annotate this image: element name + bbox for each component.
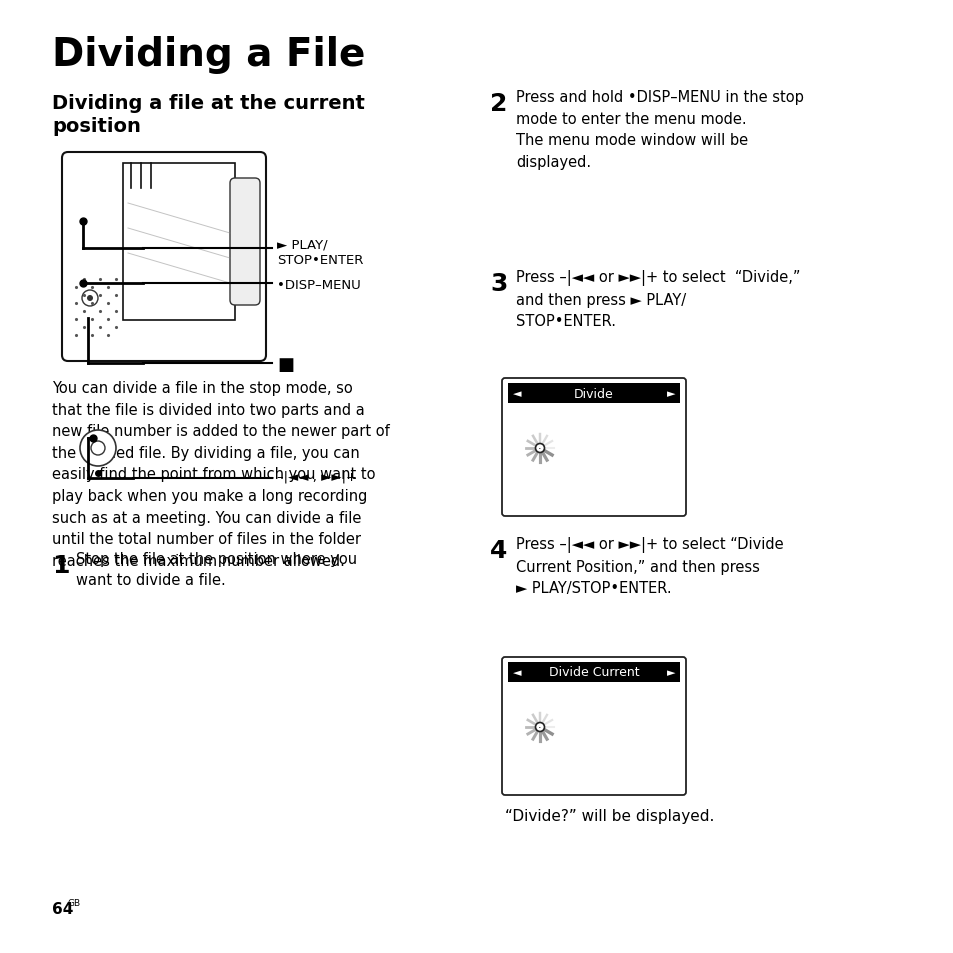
Text: GB: GB [68, 898, 81, 907]
Text: –|◄◄ , ►►|+: –|◄◄ , ►►|+ [276, 471, 356, 483]
Text: Stop the file at the position where you
want to divide a file.: Stop the file at the position where you … [76, 552, 356, 587]
Text: ◄: ◄ [513, 667, 521, 678]
Circle shape [82, 291, 98, 307]
Text: ·: · [537, 443, 541, 454]
Text: 1: 1 [52, 554, 70, 578]
Text: Press –|◄◄ or ►►|+ to select “Divide
Current Position,” and then press
► PLAY/ST: Press –|◄◄ or ►►|+ to select “Divide Cur… [516, 537, 782, 596]
Text: ·: · [537, 722, 541, 732]
Text: Dividing a file at the current
position: Dividing a file at the current position [52, 94, 364, 136]
Text: 3: 3 [490, 272, 507, 295]
Text: 2: 2 [490, 91, 507, 116]
Text: Divide: Divide [574, 387, 613, 400]
Text: 4: 4 [490, 538, 507, 562]
FancyBboxPatch shape [501, 378, 685, 517]
Text: ► PLAY/
STOP•ENTER: ► PLAY/ STOP•ENTER [276, 239, 363, 267]
Text: Dividing a File: Dividing a File [52, 36, 365, 74]
FancyBboxPatch shape [62, 152, 266, 361]
Bar [507, 662, 679, 682]
Text: Press and hold •DISP–MENU in the stop
mode to enter the menu mode.
The menu mode: Press and hold •DISP–MENU in the stop mo… [516, 90, 803, 170]
Text: ►: ► [666, 389, 675, 398]
Text: You can divide a file in the stop mode, so
that the file is divided into two par: You can divide a file in the stop mode, … [52, 380, 390, 568]
Circle shape [535, 444, 544, 453]
Circle shape [91, 441, 105, 456]
Text: ■: ■ [276, 355, 294, 374]
Text: Divide Current: Divide Current [548, 666, 639, 679]
Bar [123, 164, 234, 320]
Text: “Divide?” will be displayed.: “Divide?” will be displayed. [504, 808, 714, 823]
Circle shape [535, 722, 544, 732]
Circle shape [87, 295, 92, 302]
Circle shape [80, 431, 116, 467]
FancyBboxPatch shape [501, 658, 685, 795]
FancyBboxPatch shape [230, 179, 260, 306]
Bar [507, 384, 679, 403]
Text: ►: ► [666, 667, 675, 678]
Text: 64: 64 [52, 901, 73, 916]
Text: Press –|◄◄ or ►►|+ to select  “Divide,”
and then press ► PLAY/
STOP•ENTER.: Press –|◄◄ or ►►|+ to select “Divide,” a… [516, 270, 800, 329]
Text: •DISP–MENU: •DISP–MENU [276, 278, 360, 292]
Text: ◄: ◄ [513, 389, 521, 398]
